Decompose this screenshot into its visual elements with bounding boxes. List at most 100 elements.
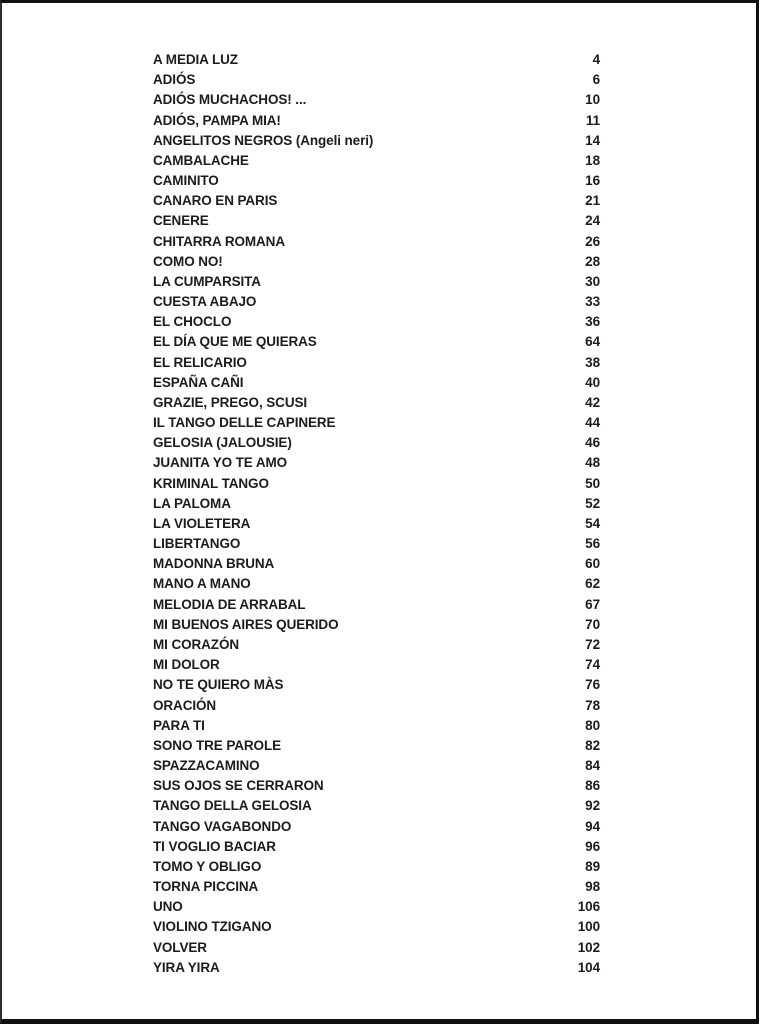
toc-entry-page-number: 26: [585, 233, 600, 249]
toc-entry-page-number: 94: [585, 818, 600, 834]
toc-entry-page-number: 30: [585, 273, 600, 289]
toc-entry: A MEDIA LUZ 4: [153, 50, 600, 70]
toc-entry-title: IL TANGO DELLE CAPINERE: [153, 415, 336, 431]
toc-entry-page-number: 100: [577, 919, 600, 935]
toc-entry-title: LIBERTANGO: [153, 536, 241, 552]
toc-entry: GELOSIA (JALOUSIE) 46: [153, 433, 600, 453]
toc-entry-title: GELOSIA (JALOUSIE): [153, 435, 292, 451]
toc-entry-page-number: 40: [585, 374, 600, 390]
toc-entry-title: EL DÍA QUE ME QUIERAS: [153, 334, 317, 350]
toc-entry-page-number: 78: [585, 697, 600, 713]
toc-entry-title: MI CORAZÓN: [153, 636, 239, 652]
toc-entry-page-number: 70: [585, 616, 600, 632]
toc-entry-title: KRIMINAL TANGO: [153, 475, 269, 491]
toc-entry-page-number: 10: [585, 92, 600, 108]
toc-entry-title: SPAZZACAMINO: [153, 758, 260, 774]
toc-entry-page-number: 50: [585, 475, 600, 491]
toc-entry-title: ESPAÑA CAÑI: [153, 374, 244, 390]
toc-entry: EL RELICARIO 38: [153, 353, 600, 373]
toc-entry: YIRA YIRA 104: [153, 958, 600, 978]
toc-entry-page-number: 42: [585, 394, 600, 410]
toc-entry: MANO A MANO 62: [153, 574, 600, 594]
toc-entry-page-number: 44: [585, 415, 600, 431]
toc-entry-title: MI BUENOS AIRES QUERIDO: [153, 616, 339, 632]
toc-entry-page-number: 52: [585, 495, 600, 511]
toc-entry-page-number: 106: [577, 899, 600, 915]
toc-entry-title: CANARO EN PARIS: [153, 193, 278, 209]
toc-entry-page-number: 16: [585, 173, 600, 189]
toc-entry-title: TANGO DELLA GELOSIA: [153, 798, 312, 814]
toc-entry-page-number: 74: [585, 657, 600, 673]
toc-entry-title: CUESTA ABAJO: [153, 294, 257, 310]
toc-entry: CAMBALACHE 18: [153, 151, 600, 171]
toc-entry-page-number: 62: [585, 576, 600, 592]
toc-entry-title: CAMBALACHE: [153, 152, 249, 168]
toc-entry-page-number: 46: [585, 435, 600, 451]
toc-entry-page-number: 104: [577, 959, 600, 975]
toc-entry: SONO TRE PAROLE 82: [153, 736, 600, 756]
toc-entry-page-number: 4: [592, 52, 601, 67]
toc-entry-title: ADIÓS, PAMPA MIA!: [153, 112, 281, 128]
toc-entry-page-number: 54: [585, 515, 600, 531]
toc-entry-title: ADIÓS MUCHACHOS! ...: [153, 92, 307, 108]
toc-entry: VIOLINO TZIGANO 100: [153, 917, 600, 937]
toc-entry-title: SUS OJOS SE CERRARON: [153, 778, 324, 794]
toc-entry-title: MELODIA DE ARRABAL: [153, 596, 306, 612]
toc-entry: ESPAÑA CAÑI 40: [153, 373, 600, 393]
toc-entry-page-number: 36: [585, 314, 600, 330]
toc-entry: COMO NO! 28: [153, 252, 600, 272]
toc-entry-title: A MEDIA LUZ: [153, 52, 238, 67]
toc-entry-page-number: 14: [585, 132, 600, 148]
toc-entry-title: UNO: [153, 899, 183, 915]
toc-entry-title: TORNA PICCINA: [153, 879, 259, 895]
toc-entry: CANARO EN PARIS 21: [153, 191, 600, 211]
toc-entry: PARA TI 80: [153, 716, 600, 736]
toc-entry-title: TI VOGLIO BACIAR: [153, 838, 276, 854]
toc-entry: EL DÍA QUE ME QUIERAS 64: [153, 332, 600, 352]
toc-entry: CUESTA ABAJO 33: [153, 292, 600, 312]
toc-entry-page-number: 102: [577, 939, 600, 955]
toc-entry-title: ANGELITOS NEGROS (Angeli neri): [153, 132, 374, 148]
toc-entry: ORACIÓN 78: [153, 696, 600, 716]
toc-entry: NO TE QUIERO MÀS 76: [153, 675, 600, 695]
toc-entry: TOMO Y OBLIGO 89: [153, 857, 600, 877]
toc-entry: MI BUENOS AIRES QUERIDO 70: [153, 615, 600, 635]
toc-entry-page-number: 6: [592, 72, 601, 88]
toc-entry: ADIÓS 6: [153, 70, 600, 90]
toc-entry: LA CUMPARSITA 30: [153, 272, 600, 292]
toc-entry-title: TOMO Y OBLIGO: [153, 858, 262, 874]
toc-entry: ADIÓS MUCHACHOS! ... 10: [153, 90, 600, 110]
toc-entry: CAMINITO 16: [153, 171, 600, 191]
toc-entry: MELODIA DE ARRABAL 67: [153, 595, 600, 615]
toc-entry-title: MI DOLOR: [153, 657, 220, 673]
toc-entry: LA VIOLETERA 54: [153, 514, 600, 534]
toc-entry: MADONNA BRUNA 60: [153, 554, 600, 574]
toc-entry: IL TANGO DELLE CAPINERE 44: [153, 413, 600, 433]
toc-entry-title: SONO TRE PAROLE: [153, 737, 282, 753]
toc-entry-title: MADONNA BRUNA: [153, 556, 275, 572]
toc-entry-title: JUANITA YO TE AMO: [153, 455, 288, 471]
toc-entry-page-number: 24: [585, 213, 600, 229]
toc-entry: MI DOLOR 74: [153, 655, 600, 675]
toc-entry-page-number: 76: [585, 677, 600, 693]
toc-entry-title: VOLVER: [153, 939, 207, 955]
toc-entry: LA PALOMA 52: [153, 494, 600, 514]
toc-entry-page-number: 33: [585, 294, 600, 310]
toc-entry: SPAZZACAMINO 84: [153, 756, 600, 776]
toc-entry-title: YIRA YIRA: [153, 959, 220, 975]
toc-entry-page-number: 89: [585, 858, 600, 874]
toc-entry-page-number: 28: [585, 253, 600, 269]
toc-entry: VOLVER 102: [153, 938, 600, 958]
toc-entry: TANGO DELLA GELOSIA 92: [153, 796, 600, 816]
toc-entry-title: ADIÓS: [153, 72, 196, 88]
toc-entry-title: LA VIOLETERA: [153, 515, 251, 531]
toc-entry-title: PARA TI: [153, 717, 205, 733]
toc-entry: JUANITA YO TE AMO 48: [153, 453, 600, 473]
toc-entry-page-number: 84: [585, 758, 600, 774]
toc-entry-title: EL CHOCLO: [153, 314, 232, 330]
toc-entry-page-number: 82: [585, 737, 600, 753]
toc-entry-page-number: 64: [585, 334, 600, 350]
toc-entry: UNO 106: [153, 897, 600, 917]
toc-entry: KRIMINAL TANGO 50: [153, 474, 600, 494]
toc-entry-title: LA PALOMA: [153, 495, 231, 511]
